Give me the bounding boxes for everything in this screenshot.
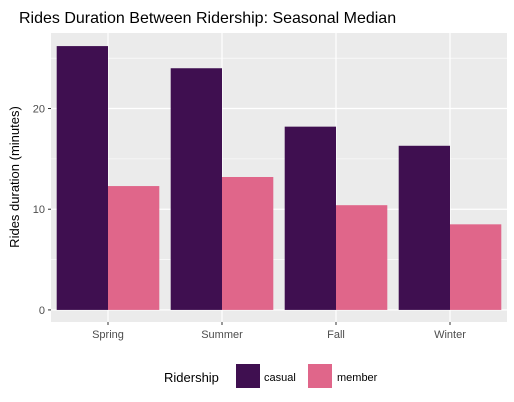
bar-member-spring	[108, 186, 160, 310]
x-tick-label: Summer	[201, 329, 243, 341]
bar-member-winter	[450, 224, 502, 310]
bar-casual-summer	[170, 68, 222, 310]
bar-member-fall	[336, 205, 388, 310]
y-tick-label: 20	[33, 104, 45, 116]
x-tick-label: Fall	[327, 329, 345, 341]
legend-title: Ridership	[164, 370, 219, 385]
legend-items: casual member	[236, 364, 378, 388]
x-tick-label: Spring	[92, 329, 124, 341]
legend-key-member	[308, 364, 332, 388]
x-tick-label: Winter	[434, 329, 466, 341]
bar-member-summer	[222, 176, 274, 310]
legend-key-casual	[236, 364, 260, 388]
bar-casual-spring	[56, 46, 108, 310]
legend: Ridership casual member	[164, 364, 378, 388]
x-axis-ticks: Spring Summer Fall Winter	[92, 322, 466, 341]
legend-label-member: member	[337, 372, 378, 384]
chart-title: Rides Duration Between Ridership: Season…	[19, 10, 396, 27]
bar-casual-winter	[398, 145, 450, 310]
legend-label-casual: casual	[264, 372, 296, 384]
bar-casual-fall	[284, 126, 336, 310]
y-axis-title: Rides duration (minutes)	[7, 106, 22, 248]
y-tick-label: 10	[33, 204, 45, 216]
bars	[56, 46, 502, 310]
y-tick-label: 0	[39, 305, 45, 317]
y-axis-ticks: 0 10 20	[33, 104, 51, 317]
